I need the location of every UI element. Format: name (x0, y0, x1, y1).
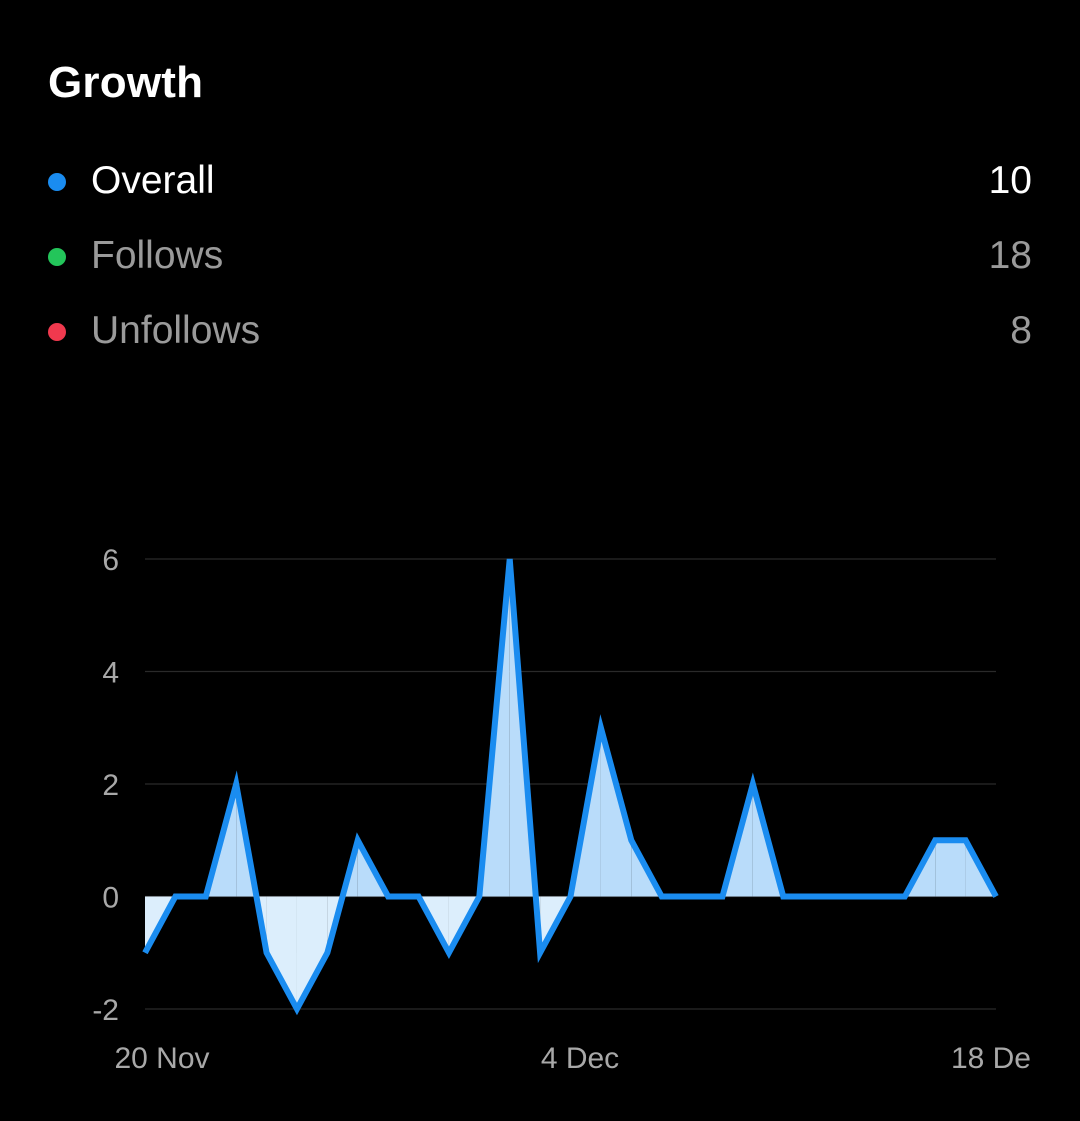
legend-item-unfollows[interactable]: Unfollows 8 (48, 307, 1032, 357)
x-tick-label: 18 De (951, 1042, 1031, 1075)
chart-line (142, 558, 999, 1016)
unfollows-dot-icon (48, 323, 66, 341)
legend-item-overall[interactable]: Overall 10 (48, 157, 1032, 207)
legend-value: 18 (988, 234, 1032, 277)
y-tick-label: 0 (102, 882, 119, 915)
x-axis-ticks: 20 Nov 4 Dec 18 De (114, 1042, 1031, 1075)
area-segment (935, 840, 966, 897)
page-title: Growth (48, 58, 204, 107)
legend-label: Overall (91, 159, 215, 202)
overall-dot-icon (48, 173, 66, 191)
x-tick-label: 4 Dec (541, 1042, 619, 1075)
legend-value: 8 (1010, 309, 1032, 352)
area-segment (600, 727, 632, 897)
area-segment (296, 896, 328, 1009)
follows-dot-icon (48, 248, 66, 266)
legend-label: Follows (91, 234, 224, 277)
overall-series-line (142, 558, 999, 1016)
legend-item-follows[interactable]: Follows 18 (48, 232, 1032, 282)
y-tick-label: 2 (102, 769, 119, 802)
area-segment (266, 896, 297, 1009)
x-tick-label: 20 Nov (114, 1042, 209, 1075)
legend-label: Unfollows (91, 309, 261, 352)
y-tick-label: 4 (102, 657, 119, 690)
y-axis-ticks: 6 4 2 0 -2 (92, 544, 119, 1027)
y-tick-label: 6 (102, 544, 119, 577)
y-tick-label: -2 (92, 994, 119, 1027)
legend-value: 10 (988, 159, 1032, 202)
